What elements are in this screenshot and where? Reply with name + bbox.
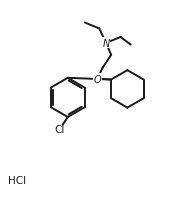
Text: O: O: [94, 74, 101, 84]
Text: N: N: [102, 39, 110, 49]
Text: HCl: HCl: [8, 175, 27, 185]
Text: Cl: Cl: [54, 124, 65, 134]
